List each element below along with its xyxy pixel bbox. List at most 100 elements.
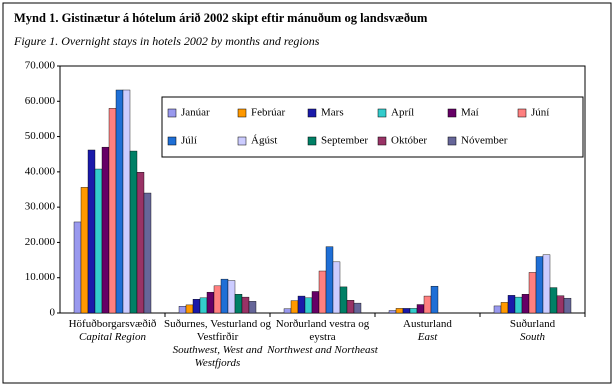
y-tick-label: 70.000 bbox=[25, 60, 56, 72]
legend-swatch bbox=[377, 108, 387, 118]
bar bbox=[94, 168, 103, 314]
bar bbox=[416, 304, 425, 314]
bar bbox=[556, 295, 565, 314]
legend-box bbox=[161, 96, 584, 158]
legend-swatch bbox=[447, 108, 457, 118]
legend-swatch bbox=[447, 136, 457, 146]
bar bbox=[220, 278, 229, 314]
chart-subtitle: Figure 1. Overnight stays in hotels 2002… bbox=[13, 34, 320, 48]
bar bbox=[122, 89, 131, 314]
bar bbox=[542, 254, 551, 314]
bar bbox=[395, 308, 404, 314]
bar bbox=[563, 297, 572, 314]
x-tick-label: Austurland East bbox=[369, 318, 487, 344]
category-name-en: Northwest and Northeast bbox=[267, 344, 378, 356]
category-name: Suðurnes, Vesturland og Vestfirðir bbox=[163, 318, 272, 343]
bar bbox=[129, 150, 138, 314]
legend-label: Mars bbox=[321, 107, 344, 119]
bar bbox=[521, 294, 530, 314]
legend-swatch bbox=[237, 136, 247, 146]
bar bbox=[297, 295, 306, 314]
y-tick-label: 20.000 bbox=[25, 236, 56, 248]
legend-swatch bbox=[377, 136, 387, 146]
bar bbox=[192, 299, 201, 314]
category-name: Norðurland vestra og eystra bbox=[275, 318, 370, 343]
bar bbox=[318, 270, 327, 314]
bar bbox=[311, 291, 320, 314]
bar bbox=[136, 172, 145, 314]
y-tick-label: 30.000 bbox=[25, 201, 56, 213]
legend-label: Nóvember bbox=[461, 135, 508, 147]
bar bbox=[500, 302, 509, 314]
bar bbox=[423, 295, 432, 314]
bar bbox=[101, 146, 110, 314]
legend-label: Maí bbox=[461, 107, 479, 119]
legend-label: September bbox=[321, 135, 368, 147]
bar bbox=[227, 280, 236, 314]
y-tick-label: 60.000 bbox=[25, 95, 56, 107]
legend-label: Júlí bbox=[181, 135, 197, 147]
legend-swatch bbox=[517, 108, 527, 118]
legend-label: Júní bbox=[531, 107, 549, 119]
category-name-en: South bbox=[519, 331, 546, 343]
bar bbox=[80, 187, 89, 314]
legend-swatch bbox=[307, 108, 317, 118]
category-name-en: Southwest, West and Westfjords bbox=[172, 344, 263, 369]
bar bbox=[143, 192, 152, 314]
bar bbox=[402, 308, 411, 314]
y-tick-label: 0 bbox=[50, 307, 56, 319]
legend-label: Febrúar bbox=[251, 107, 286, 119]
y-tick-label: 10.000 bbox=[25, 271, 56, 283]
bar bbox=[115, 89, 124, 314]
bar bbox=[325, 246, 334, 314]
bar bbox=[87, 149, 96, 314]
bar bbox=[234, 294, 243, 314]
legend-swatch bbox=[237, 108, 247, 118]
legend-label: Apríl bbox=[391, 107, 414, 119]
bar bbox=[283, 308, 292, 314]
category-name: Höfuðborgarsvæðið bbox=[68, 318, 157, 330]
bar bbox=[206, 291, 215, 314]
y-tick-label: 40.000 bbox=[25, 165, 56, 177]
bar bbox=[290, 300, 299, 314]
bar bbox=[339, 286, 348, 314]
bar bbox=[73, 221, 82, 314]
bar bbox=[514, 296, 523, 314]
legend-label: Október bbox=[391, 135, 427, 147]
x-tick-label: Suðurnes, Vesturland og Vestfirðir Southw… bbox=[159, 318, 277, 370]
bar bbox=[304, 297, 313, 314]
bar bbox=[248, 301, 257, 314]
bar bbox=[549, 287, 558, 314]
bar bbox=[528, 272, 537, 314]
bar bbox=[535, 256, 544, 314]
bar bbox=[507, 295, 516, 314]
category-name-en: East bbox=[417, 331, 438, 343]
chart-title: Mynd 1. Gistinætur á hótelum árið 2002 s… bbox=[14, 11, 428, 25]
bar bbox=[388, 310, 397, 314]
bar bbox=[430, 285, 439, 314]
legend-swatch bbox=[167, 136, 177, 146]
legend-label: Ágúst bbox=[251, 135, 277, 147]
x-tick-label: Norðurland vestra og eystra Northwest and… bbox=[264, 318, 382, 357]
category-name: Suðurland bbox=[509, 318, 556, 330]
category-name-en: Capital Region bbox=[79, 331, 146, 343]
bar bbox=[241, 296, 250, 314]
legend-swatch bbox=[307, 136, 317, 146]
legend-label: Janúar bbox=[181, 107, 210, 119]
bar bbox=[493, 305, 502, 314]
bar bbox=[332, 261, 341, 314]
bar bbox=[108, 108, 117, 314]
x-tick-label: Suðurland South bbox=[474, 318, 592, 344]
bar bbox=[178, 306, 187, 314]
category-name: Austurland bbox=[403, 318, 452, 330]
bar bbox=[199, 297, 208, 314]
bar bbox=[213, 285, 222, 314]
legend-swatch bbox=[167, 108, 177, 118]
x-tick-label: Höfuðborgarsvæðið Capital Region bbox=[54, 318, 172, 344]
y-tick-label: 50.000 bbox=[25, 130, 56, 142]
bar bbox=[409, 308, 418, 314]
bar bbox=[346, 300, 355, 314]
bar bbox=[353, 302, 362, 314]
